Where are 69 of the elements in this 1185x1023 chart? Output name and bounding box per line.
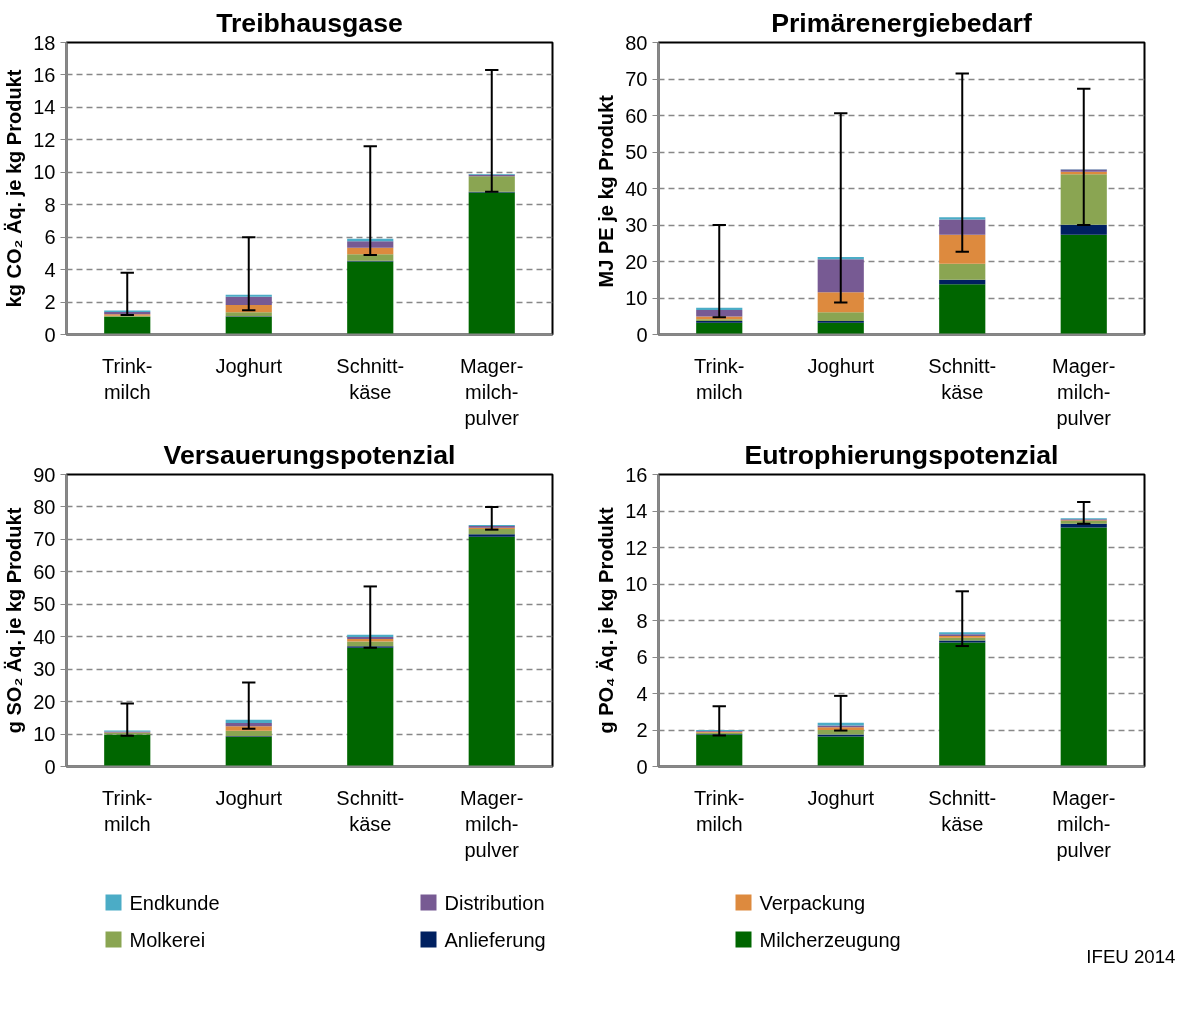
y-tick-label: 0 bbox=[636, 755, 648, 778]
y-tick-label: 2 bbox=[636, 719, 648, 741]
y-tick-label: 4 bbox=[636, 682, 648, 705]
y-tick-label: 16 bbox=[33, 63, 56, 86]
y-tick-label: 50 bbox=[625, 141, 648, 163]
chart-title: Treibhausgase bbox=[216, 7, 403, 38]
x-tick-label: Mager- milch- pulver bbox=[460, 786, 524, 862]
y-tick-label: 14 bbox=[625, 500, 648, 522]
chart-title: Eutrophierungspotenzial bbox=[744, 439, 1059, 470]
y-axis-title: MJ PE je kg Produkt bbox=[595, 94, 618, 288]
chart-title: Primärenergiebedarf bbox=[771, 7, 1032, 38]
y-tick-label: 16 bbox=[625, 463, 648, 486]
x-tick-label: Joghurt bbox=[215, 786, 283, 809]
y-tick-label: 70 bbox=[33, 528, 56, 551]
y-tick-label: 60 bbox=[33, 560, 56, 583]
x-tick-label: Trink- milch bbox=[102, 354, 153, 403]
x-tick-label: Mager- milch- pulver bbox=[1052, 354, 1116, 430]
y-tick-label: 10 bbox=[33, 723, 56, 746]
y-tick-label: 10 bbox=[33, 161, 56, 184]
x-tick-label: Schnitt- käse bbox=[336, 354, 405, 403]
legend-label: Molkerei bbox=[129, 928, 206, 951]
legend-label: Distribution bbox=[444, 891, 545, 914]
y-tick-label: 50 bbox=[33, 593, 56, 616]
y-tick-label: 8 bbox=[44, 193, 56, 216]
x-tick-label: Trink- milch bbox=[694, 354, 745, 403]
y-tick-label: 30 bbox=[625, 214, 648, 236]
y-tick-label: 30 bbox=[33, 658, 56, 681]
y-tick-label: 6 bbox=[636, 646, 648, 668]
x-tick-label: Trink- milch bbox=[102, 786, 153, 835]
y-tick-label: 12 bbox=[625, 536, 648, 559]
x-tick-label: Mager- milch- pulver bbox=[1052, 786, 1116, 862]
y-tick-label: 60 bbox=[625, 104, 648, 127]
y-tick-label: 4 bbox=[44, 258, 56, 281]
y-tick-label: 20 bbox=[625, 250, 648, 273]
y-axis-title: g SO₂ Äq. je kg Produkt bbox=[3, 507, 26, 734]
y-tick-label: 2 bbox=[44, 291, 56, 314]
y-tick-label: 18 bbox=[33, 31, 56, 54]
y-tick-label: 80 bbox=[33, 495, 56, 518]
x-tick-label: Joghurt bbox=[807, 786, 875, 809]
y-tick-label: 8 bbox=[636, 609, 648, 632]
x-tick-label: Joghurt bbox=[215, 354, 283, 377]
x-tick-label: Trink- milch bbox=[694, 786, 745, 835]
y-axis-title: g PO₄ Äq. je kg Produkt bbox=[595, 507, 618, 734]
x-tick-label: Schnitt- käse bbox=[928, 354, 997, 403]
y-tick-label: 80 bbox=[625, 31, 648, 54]
x-tick-label: Mager- milch- pulver bbox=[460, 354, 524, 430]
legend-label: Endkunde bbox=[129, 891, 220, 914]
y-tick-label: 6 bbox=[44, 226, 56, 249]
x-tick-label: Schnitt- käse bbox=[336, 786, 405, 835]
y-tick-label: 90 bbox=[33, 463, 56, 486]
y-tick-label: 10 bbox=[625, 573, 648, 595]
chart-title: Versauerungspotenzial bbox=[163, 439, 456, 470]
y-tick-label: 12 bbox=[33, 128, 56, 151]
legend-label: Verpackung bbox=[759, 891, 866, 914]
y-tick-label: 14 bbox=[33, 96, 56, 119]
y-axis-title: kg CO₂ Äq. je kg Produkt bbox=[3, 69, 26, 308]
text: IFEU 2014 bbox=[1086, 945, 1176, 967]
legend-label: Milcherzeugung bbox=[759, 928, 901, 951]
y-tick-label: 0 bbox=[44, 323, 56, 346]
x-tick-label: Schnitt- käse bbox=[928, 786, 997, 835]
y-tick-label: 0 bbox=[44, 755, 56, 778]
y-tick-label: 10 bbox=[625, 287, 648, 309]
y-tick-label: 40 bbox=[625, 177, 648, 200]
legend-label: Anlieferung bbox=[444, 928, 546, 951]
y-tick-label: 20 bbox=[33, 690, 56, 713]
y-tick-label: 40 bbox=[33, 625, 56, 648]
x-tick-label: Joghurt bbox=[807, 354, 875, 377]
y-tick-label: 0 bbox=[636, 323, 648, 346]
y-tick-label: 70 bbox=[625, 68, 648, 90]
